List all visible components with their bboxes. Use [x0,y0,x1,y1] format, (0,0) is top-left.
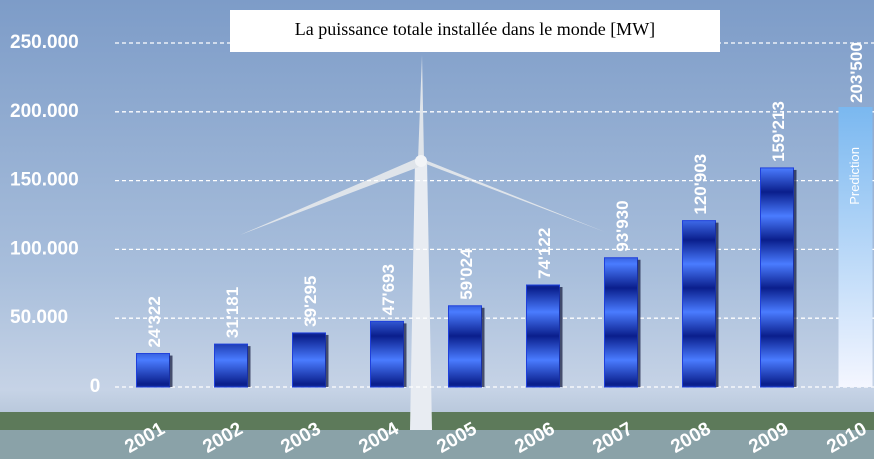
bar [682,220,716,388]
y-tick-label: 250.000 [10,32,79,53]
bar-shadow [715,222,719,387]
value-label: 31'181 [223,287,242,338]
wind-turbine [240,55,605,430]
value-label: 24'322 [145,296,164,347]
bar [292,332,326,388]
bar [760,167,794,388]
bar-shadow [169,355,173,387]
value-label: 120'903 [691,154,710,215]
annotation: Prediction [847,147,862,205]
value-label: 59'024 [457,248,476,300]
bar [370,320,404,388]
bar-shadow [793,169,797,387]
y-tick-label: 150.000 [10,170,79,191]
bar-shadow [403,323,407,387]
y-tick-label: 0 [90,376,101,397]
value-label: 93'930 [613,200,632,251]
chart-title: La puissance totale installée dans le mo… [295,19,655,39]
bar-shadow [637,259,641,387]
water [0,430,874,459]
bar-shadow [481,307,485,387]
bar [526,284,560,388]
value-label: 39'295 [301,276,320,327]
title-box [230,10,720,52]
y-tick-label: 100.000 [10,238,79,259]
value-label: 74'122 [535,228,554,279]
y-tick-label: 50.000 [10,307,68,328]
bar [838,106,873,387]
bar-shadow [559,287,563,387]
bar [214,343,248,388]
value-label: 159'213 [769,101,788,162]
value-label: 47'693 [379,264,398,315]
value-label: 203'500 [847,42,866,103]
bar [448,305,482,388]
bar-shadow [247,346,251,387]
bar [604,257,638,388]
bar-shadow [325,334,329,387]
bar [136,353,170,388]
y-tick-label: 200.000 [10,101,79,122]
